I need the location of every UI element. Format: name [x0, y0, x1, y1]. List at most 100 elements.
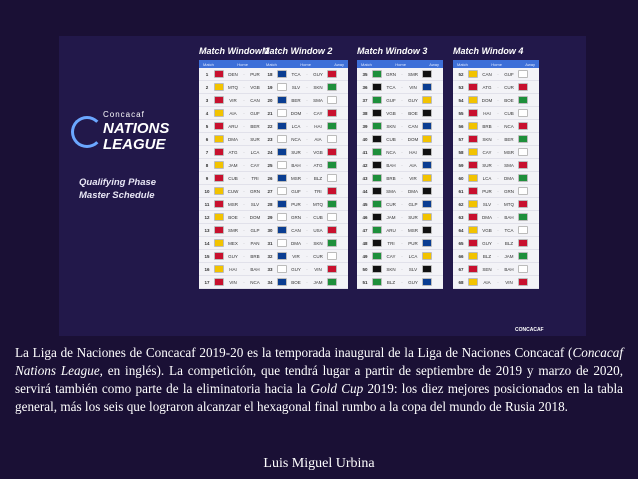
match-number: 39	[362, 123, 368, 129]
home-flag-icon	[277, 187, 287, 195]
match-window-title: Match Window 1	[199, 46, 270, 56]
away-flag-icon	[327, 96, 337, 104]
match-number: 60	[458, 175, 464, 181]
versus-mark-icon: ·	[243, 279, 245, 285]
match-number: 57	[458, 136, 464, 142]
table-row: 23 NCA · AIA	[262, 133, 348, 146]
away-flag-icon	[422, 265, 432, 273]
away-flag-icon	[327, 252, 337, 260]
away-flag-icon	[327, 161, 337, 169]
away-flag-icon	[327, 278, 337, 286]
away-flag-icon	[327, 122, 337, 130]
away-team: GUY	[408, 97, 418, 103]
away-flag-icon	[422, 96, 432, 104]
home-team: GRN	[386, 71, 396, 77]
away-flag-icon	[518, 109, 528, 117]
home-team: PUR	[482, 188, 492, 194]
away-flag-icon	[422, 109, 432, 117]
match-number: 31	[267, 240, 273, 246]
away-team: NCA	[504, 123, 514, 129]
home-team: SUR	[482, 162, 492, 168]
concacaf-footer-logo: CONCACAF	[515, 327, 544, 333]
home-team: ARU	[386, 227, 396, 233]
caption-italic2: Gold Cup	[310, 381, 364, 396]
logo-ring-icon	[71, 116, 103, 148]
match-rows: 52 CAN · GUF 53 ATG · CUR 54 DOM · BOE 55 HAI · CUB 56 BR…	[453, 68, 539, 289]
table-row: 44 SMA · DMA	[357, 185, 443, 198]
match-number: 15	[204, 253, 210, 259]
match-number: 40	[362, 136, 368, 142]
table-row: 50 SKN · SLV	[357, 263, 443, 276]
away-team: PAN	[250, 240, 260, 246]
schedule-title-line1: Qualifying Phase	[79, 177, 157, 188]
match-number: 1	[205, 71, 209, 77]
table-row: 54 DOM · BOE	[453, 94, 539, 107]
home-flag-icon	[277, 83, 287, 91]
away-flag-icon	[518, 239, 528, 247]
away-flag-icon	[327, 187, 337, 195]
home-flag-icon	[372, 174, 382, 182]
versus-mark-icon: ·	[401, 71, 403, 77]
away-team: SUR	[408, 214, 418, 220]
match-number: 11	[204, 201, 210, 207]
caption-part1: La Liga de Naciones de Concacaf 2019-20 …	[15, 345, 573, 360]
column-header: Home	[395, 61, 406, 67]
away-team: GUF	[250, 110, 260, 116]
away-team: CUR	[504, 84, 514, 90]
away-flag-icon	[327, 239, 337, 247]
match-number: 23	[267, 136, 273, 142]
home-team: PUR	[291, 201, 301, 207]
versus-mark-icon: ·	[306, 279, 308, 285]
logo-nations-text: NATIONS	[103, 120, 170, 137]
away-flag-icon	[327, 174, 337, 182]
home-team: BOE	[228, 214, 238, 220]
table-row: 37 GUF · GUY	[357, 94, 443, 107]
table-row: 62 SLV · MTQ	[453, 198, 539, 211]
home-team: SKN	[386, 123, 396, 129]
match-number: 44	[362, 188, 368, 194]
match-number: 22	[267, 123, 273, 129]
home-flag-icon	[277, 122, 287, 130]
column-header: Away	[334, 61, 344, 67]
home-flag-icon	[468, 226, 478, 234]
versus-mark-icon: ·	[243, 266, 245, 272]
match-number: 62	[458, 201, 464, 207]
author-name: Luis Miguel Urbina	[263, 456, 375, 471]
away-flag-icon	[518, 148, 528, 156]
home-team: TCA	[386, 84, 396, 90]
versus-mark-icon: ·	[497, 84, 499, 90]
table-row: 58 CAY · MSR	[453, 146, 539, 159]
table-row: 47 ARU · MSR	[357, 224, 443, 237]
home-flag-icon	[214, 187, 224, 195]
away-team: DOM	[249, 214, 261, 220]
versus-mark-icon: ·	[497, 279, 499, 285]
table-row: 20 BER · SMA	[262, 94, 348, 107]
away-team: VGB	[250, 84, 260, 90]
match-window-2: Match Window 2 Match Home Away 18 TCA · GUY 19 SL…	[262, 46, 348, 289]
home-team: HAI	[483, 110, 491, 116]
home-team: ARU	[228, 123, 238, 129]
away-team: GLP	[250, 227, 260, 233]
match-number: 33	[267, 266, 273, 272]
table-row: 52 CAN · GUF	[453, 68, 539, 81]
table-row: 27 GUF · TRI	[262, 185, 348, 198]
home-team: DMA	[291, 240, 301, 246]
away-team: ATG	[313, 162, 323, 168]
match-number: 10	[204, 188, 210, 194]
home-team: SMA	[386, 188, 396, 194]
home-team: BAH	[291, 162, 301, 168]
table-row: 41 NCA · HAI	[357, 146, 443, 159]
match-number: 63	[458, 214, 464, 220]
versus-mark-icon: ·	[306, 97, 308, 103]
versus-mark-icon: ·	[243, 162, 245, 168]
table-row: 60 LCA · DMA	[453, 172, 539, 185]
away-flag-icon	[518, 187, 528, 195]
match-number: 13	[204, 227, 210, 233]
caption-part2: , en inglés). La competición, que tendrá…	[15, 363, 624, 396]
home-team: CUR	[386, 201, 396, 207]
home-team: GRN	[291, 214, 301, 220]
home-flag-icon	[214, 174, 224, 182]
table-row: 28 PUR · MTQ	[262, 198, 348, 211]
match-number: 66	[458, 253, 464, 259]
home-flag-icon	[372, 135, 382, 143]
